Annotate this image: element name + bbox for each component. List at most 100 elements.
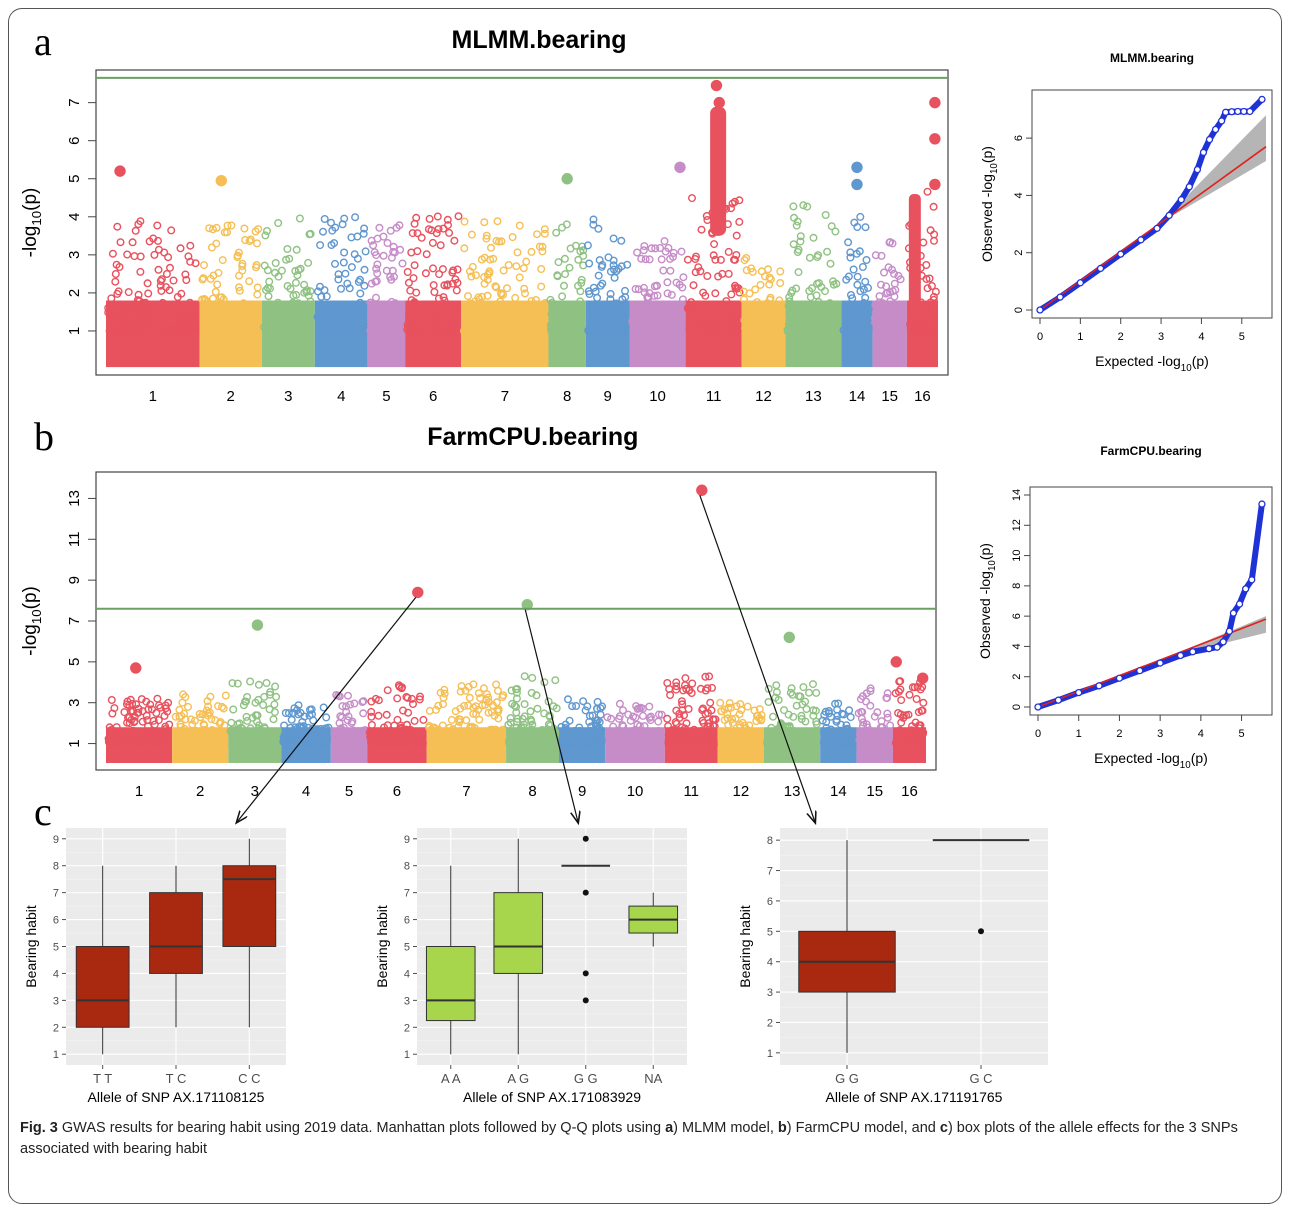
snp-point — [493, 686, 502, 695]
snp-point — [741, 324, 750, 333]
snp-point — [235, 286, 244, 295]
snp-point — [439, 293, 448, 302]
snp-point — [640, 242, 649, 251]
snp-point — [302, 313, 311, 322]
peak-snp-point — [713, 96, 725, 109]
chromosome-10-points — [628, 237, 688, 368]
snp-point — [334, 735, 343, 744]
snp-point — [191, 320, 200, 329]
snp-point — [249, 305, 258, 314]
snp-point — [605, 326, 614, 335]
snp-point — [398, 259, 407, 268]
qq-point — [1054, 696, 1063, 704]
snp-point — [836, 720, 845, 729]
snp-point — [479, 684, 488, 693]
snp-point — [556, 322, 565, 331]
snp-point — [199, 308, 208, 317]
caption-prefix: Fig. 3 — [20, 1120, 58, 1136]
snp-point — [176, 720, 185, 729]
y-tick-label: 4 — [767, 957, 773, 969]
caption-text-2: ) MLMM model, — [673, 1120, 778, 1136]
snp-point — [645, 255, 654, 264]
snp-point — [878, 723, 887, 732]
snp-point — [375, 223, 384, 232]
snp-point — [290, 704, 299, 713]
snp-point — [775, 731, 784, 740]
snp-point — [843, 724, 852, 733]
caption-text-1: GWAS results for bearing habit using 201… — [57, 1120, 666, 1136]
snp-point — [911, 718, 920, 727]
snp-point — [494, 705, 503, 714]
snp-point — [137, 730, 146, 739]
y-tick-label: 11 — [66, 531, 83, 547]
snp-point — [613, 320, 622, 329]
snp-point — [551, 319, 560, 328]
pointer-arrow — [237, 597, 417, 822]
snp-point — [657, 255, 666, 264]
snp-point — [161, 701, 170, 710]
snp-point — [743, 726, 752, 735]
snp-point — [663, 289, 672, 298]
snp-point — [896, 685, 905, 694]
snp-point — [416, 732, 425, 741]
snp-point — [821, 210, 830, 219]
snp-point — [776, 279, 785, 288]
snp-point — [258, 739, 267, 748]
snp-point — [538, 242, 547, 251]
snp-point — [128, 737, 137, 746]
snp-point — [883, 694, 892, 703]
snp-point — [236, 324, 245, 333]
snp-point — [508, 699, 517, 708]
snp-point — [471, 316, 480, 325]
snp-point — [221, 691, 230, 700]
snp-point — [233, 253, 242, 262]
snp-point — [812, 720, 821, 729]
snp-point — [743, 702, 752, 711]
snp-point — [223, 221, 232, 230]
snp-point — [732, 231, 741, 240]
snp-point — [783, 326, 792, 335]
snp-point — [138, 707, 147, 716]
snp-point — [531, 296, 540, 305]
snp-point — [446, 326, 455, 335]
snp-point — [532, 691, 541, 700]
snp-point — [104, 303, 113, 312]
snp-point — [339, 723, 348, 732]
snp-point — [512, 688, 521, 697]
qq-point — [1228, 108, 1236, 116]
snp-point — [411, 739, 420, 748]
peak-tower — [710, 106, 727, 236]
x-tick-label: 5 — [382, 388, 390, 405]
snp-point — [113, 311, 122, 320]
snp-point — [503, 284, 512, 293]
snp-point — [579, 697, 588, 706]
snp-point — [796, 232, 805, 241]
snp-point — [677, 697, 686, 706]
snp-point — [856, 287, 865, 296]
snp-point — [406, 308, 415, 317]
snp-point — [574, 255, 583, 264]
snp-point — [826, 725, 835, 734]
snp-point — [647, 244, 656, 253]
snp-point — [110, 728, 119, 737]
snp-point — [643, 308, 652, 317]
snp-point — [293, 326, 302, 335]
peak-snp-point — [561, 173, 573, 185]
chromosome-4-points — [313, 213, 370, 368]
snp-point — [326, 325, 335, 334]
snp-point — [427, 226, 436, 235]
snp-point — [467, 737, 476, 746]
snp-point — [719, 728, 728, 737]
snp-point — [127, 309, 136, 318]
snp-point — [148, 314, 157, 323]
snp-point — [274, 218, 283, 227]
snp-point — [391, 299, 400, 308]
snp-point — [606, 290, 615, 299]
snp-point — [483, 736, 492, 745]
snp-point — [320, 728, 329, 737]
snp-point — [139, 737, 148, 746]
qq-y-axis-label: Observed -log10(p) — [979, 146, 1000, 262]
snp-point — [220, 228, 229, 237]
x-tick-label: 12 — [755, 388, 772, 405]
snp-point — [231, 319, 240, 328]
